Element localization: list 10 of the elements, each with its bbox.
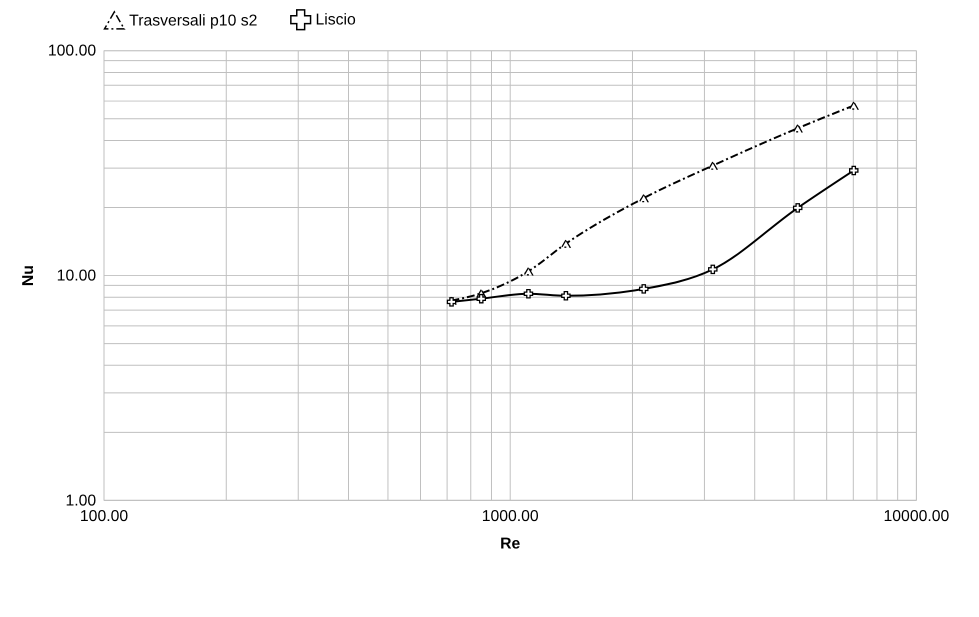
x-tick-label: 100.00 — [80, 508, 128, 526]
legend-label: Trasversali p10 s2 — [129, 12, 258, 30]
x-axis-title: Re — [500, 536, 521, 553]
y-axis-title: Nu — [20, 265, 38, 286]
legend-label: Liscio — [315, 12, 356, 29]
y-tick-label: 1.00 — [65, 492, 96, 510]
y-tick-label: 100.00 — [48, 42, 96, 60]
x-tick-label: 10000.00 — [884, 508, 950, 526]
y-tick-label: 10.00 — [56, 267, 96, 284]
x-tick-label: 1000.00 — [482, 508, 539, 526]
